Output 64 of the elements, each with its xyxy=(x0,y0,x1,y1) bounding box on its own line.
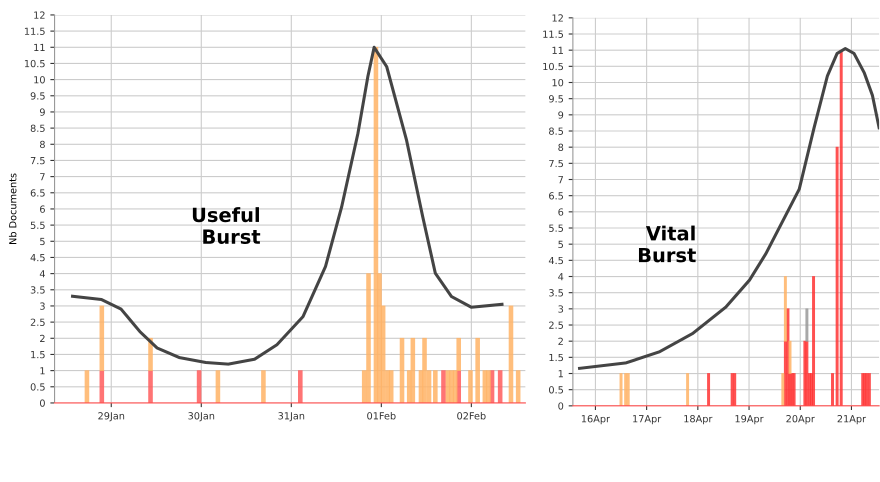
y-tick-label: 4.5 xyxy=(30,254,45,262)
y-tick-label: 11.5 xyxy=(24,28,45,35)
y-tick-label: 8.5 xyxy=(30,124,45,132)
x-tick-label: 20Apr xyxy=(786,415,815,424)
x-tick-label: 18Apr xyxy=(684,415,712,424)
x-tick-label: 29Jan xyxy=(98,412,124,422)
y-tick-label: 2 xyxy=(558,338,563,345)
y-tick-label: 9 xyxy=(558,111,564,119)
y-tick-label: 5 xyxy=(40,238,45,246)
y-tick-label: 8 xyxy=(40,140,45,148)
y-tick-label: 5.5 xyxy=(30,222,45,229)
annotation: Vital Burst xyxy=(638,226,696,262)
y-tick-label: 12 xyxy=(34,11,45,19)
y-tick-label: 10 xyxy=(34,76,45,84)
y-tick-label: 7.5 xyxy=(30,157,45,164)
y-tick-label: 8.5 xyxy=(549,127,564,135)
y-tick-label: 11.5 xyxy=(543,30,564,38)
y-tick-label: 1.5 xyxy=(549,354,564,362)
x-tick-label: 02Feb xyxy=(457,412,486,420)
y-tick-label: 11 xyxy=(34,44,45,51)
y-tick-label: 10 xyxy=(552,78,564,86)
y-tick-label: 0.5 xyxy=(549,386,564,394)
y-tick-label: 7.5 xyxy=(549,160,564,168)
y-tick-label: 6.5 xyxy=(549,192,564,200)
y-tick-label: 0.5 xyxy=(30,383,45,391)
y-tick-label: 1.5 xyxy=(31,351,45,358)
annotation: Useful Burst xyxy=(192,207,260,244)
y-tick-label: 12 xyxy=(552,14,563,22)
y-tick-label: 8 xyxy=(558,144,564,152)
y-tick-label: 6.5 xyxy=(30,189,45,197)
y-tick-label: 10.5 xyxy=(543,62,564,70)
x-tick-label: 30Jan xyxy=(188,412,214,422)
y-tick-label: 6 xyxy=(558,208,564,216)
y-tick-label: 10.5 xyxy=(24,60,45,68)
y-tick-label: 7 xyxy=(558,176,564,184)
x-tick-label: 01Feb xyxy=(367,412,396,420)
y-tick-label: 1 xyxy=(40,367,45,374)
y-tick-label: 9.5 xyxy=(30,92,45,100)
y-tick-label: 11 xyxy=(552,46,563,54)
y-tick-label: 5.5 xyxy=(549,224,564,232)
y-tick-label: 3.5 xyxy=(30,286,45,294)
y-tick-label: 3 xyxy=(558,305,564,313)
y-tick-label: 0 xyxy=(558,402,564,410)
x-tick-label: 31Jan xyxy=(278,412,304,422)
y-tick-label: 5 xyxy=(558,240,564,248)
y-tick-label: 0 xyxy=(40,399,45,407)
x-tick-label: 19Apr xyxy=(736,415,764,424)
y-tick-label: 3 xyxy=(40,302,45,310)
y-tick-label: 3.5 xyxy=(549,289,564,297)
x-tick-label: 21Apr xyxy=(838,415,866,424)
y-tick-label: 4 xyxy=(558,273,564,280)
x-tick-label: 17Apr xyxy=(633,415,662,424)
y-tick-label: 7 xyxy=(40,173,45,180)
y-tick-label: 4.5 xyxy=(548,256,564,264)
y-tick-label: 9 xyxy=(40,108,45,116)
y-axis-title: Nb Documents xyxy=(8,173,16,244)
y-tick-label: 2.5 xyxy=(549,321,564,329)
y-tick-label: 4 xyxy=(40,270,45,278)
y-tick-label: 1 xyxy=(558,370,563,378)
x-tick-label: 16Apr xyxy=(582,415,610,424)
y-tick-label: 6 xyxy=(40,205,45,213)
y-tick-label: 2.5 xyxy=(30,318,45,326)
y-tick-label: 2 xyxy=(40,334,45,342)
y-tick-label: 9.5 xyxy=(549,95,564,102)
